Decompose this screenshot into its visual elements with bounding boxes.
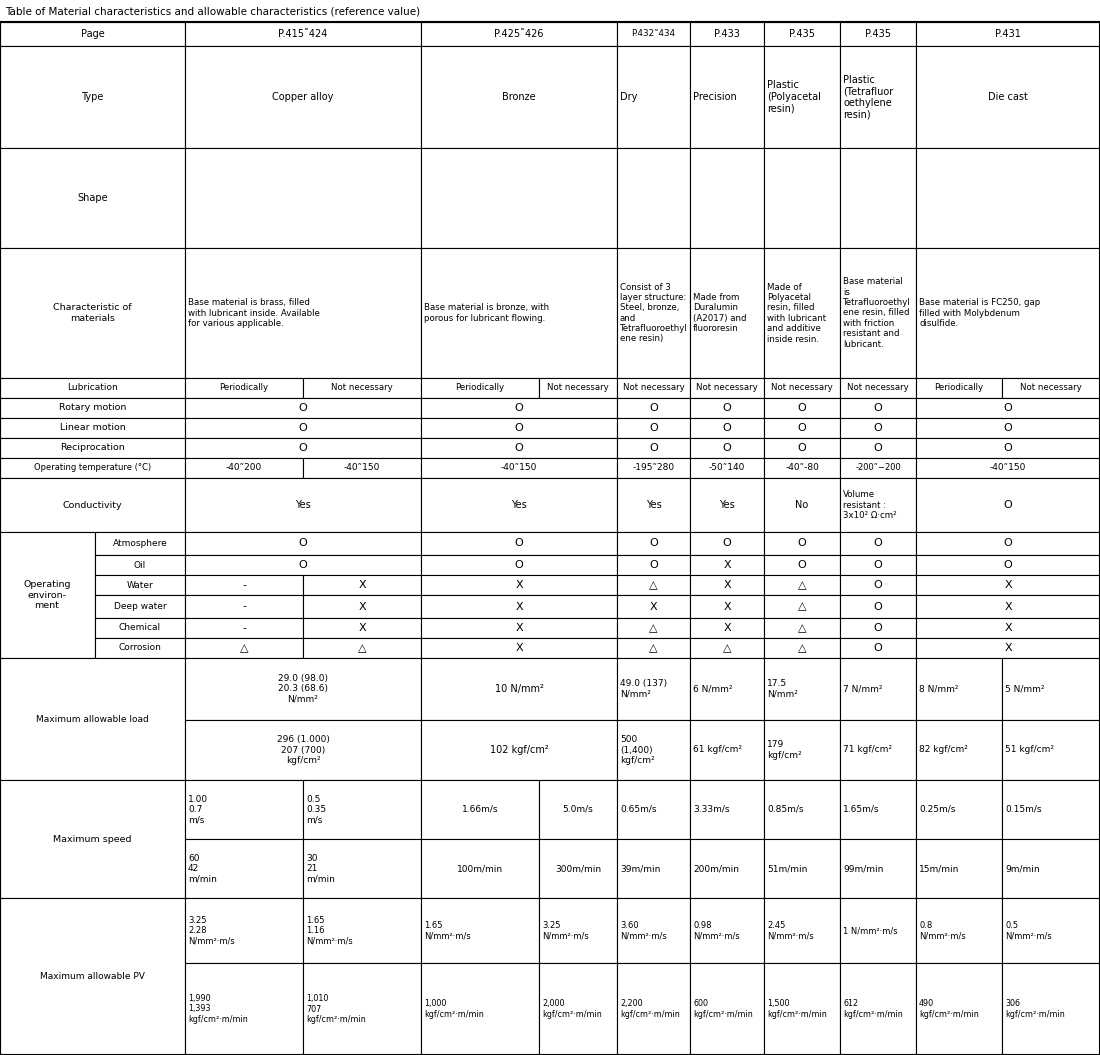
Bar	[690, 418, 764, 438]
Text: O: O	[873, 443, 882, 453]
Text: X: X	[650, 601, 658, 612]
Bar	[764, 532, 840, 555]
Text: -40˜150: -40˜150	[500, 463, 537, 473]
Text: 1 N/mm²·m/s: 1 N/mm²·m/s	[843, 926, 898, 935]
Bar	[916, 595, 1100, 618]
Text: 612
kgf/cm²·m/min: 612 kgf/cm²·m/min	[843, 999, 903, 1019]
Text: Maximum allowable PV: Maximum allowable PV	[40, 972, 145, 981]
Bar	[617, 398, 690, 418]
Bar	[916, 532, 1100, 555]
Text: Dry: Dry	[620, 92, 637, 102]
Bar	[421, 458, 617, 478]
Text: 2,200
kgf/cm²·m/min: 2,200 kgf/cm²·m/min	[620, 999, 680, 1019]
Bar	[421, 618, 617, 638]
Bar	[185, 839, 302, 898]
Bar	[0, 898, 185, 1055]
Text: 1,500
kgf/cm²·m/min: 1,500 kgf/cm²·m/min	[767, 999, 827, 1019]
Bar	[840, 398, 916, 418]
Bar	[1002, 658, 1100, 720]
Bar	[0, 22, 185, 46]
Bar	[185, 963, 302, 1055]
Text: -40˜150: -40˜150	[990, 463, 1026, 473]
Text: 1.65
1.16
N/mm²·m/s: 1.65 1.16 N/mm²·m/s	[306, 916, 353, 945]
Text: O: O	[798, 403, 806, 413]
Text: O: O	[723, 538, 732, 549]
Text: P.433: P.433	[714, 28, 740, 39]
Bar	[0, 418, 185, 438]
Bar	[185, 46, 421, 148]
Bar	[185, 438, 421, 458]
Bar	[916, 963, 1002, 1055]
Text: -40˜-80: -40˜-80	[785, 463, 818, 473]
Text: 61 kgf/cm²: 61 kgf/cm²	[693, 746, 742, 754]
Text: P.431: P.431	[996, 28, 1021, 39]
Text: Base material is bronze, with
porous for lubricant flowing.: Base material is bronze, with porous for…	[424, 303, 549, 323]
Text: O: O	[298, 403, 307, 413]
Text: Maximum allowable load: Maximum allowable load	[36, 714, 148, 724]
Text: Die cast: Die cast	[988, 92, 1027, 102]
Bar	[421, 438, 617, 458]
Bar	[617, 780, 690, 839]
Text: 0.25m/s: 0.25m/s	[918, 805, 956, 814]
Bar	[421, 575, 617, 595]
Bar	[764, 148, 840, 248]
Bar	[916, 618, 1100, 638]
Bar	[690, 458, 764, 478]
Bar	[840, 46, 916, 148]
Bar	[690, 398, 764, 418]
Bar	[690, 438, 764, 458]
Text: Yes: Yes	[512, 500, 527, 510]
Text: O: O	[515, 443, 524, 453]
Text: 29.0 (98.0)
20.3 (68.6)
N/mm²: 29.0 (98.0) 20.3 (68.6) N/mm²	[278, 674, 328, 704]
Bar	[421, 720, 617, 780]
Bar	[764, 418, 840, 438]
Bar	[916, 898, 1002, 963]
Bar	[0, 458, 185, 478]
Text: O: O	[723, 403, 732, 413]
Text: Operating temperature (°C): Operating temperature (°C)	[34, 463, 151, 473]
Bar	[916, 148, 1100, 248]
Bar	[690, 555, 764, 575]
Bar	[617, 638, 690, 658]
Text: O: O	[873, 423, 882, 433]
Bar	[617, 595, 690, 618]
Text: X: X	[359, 580, 366, 590]
Text: Made of
Polyacetal
resin, filled
with lubricant
and additive
inside resin.: Made of Polyacetal resin, filled with lu…	[767, 283, 826, 344]
Text: Page: Page	[80, 28, 104, 39]
Text: -: -	[242, 580, 246, 590]
Text: Not necessary: Not necessary	[547, 384, 609, 392]
Text: O: O	[1003, 403, 1012, 413]
Bar	[764, 638, 840, 658]
Bar	[95, 638, 185, 658]
Bar	[764, 438, 840, 458]
Bar	[302, 458, 421, 478]
Bar	[185, 398, 421, 418]
Bar	[185, 532, 421, 555]
Text: △: △	[798, 642, 806, 653]
Text: P.435: P.435	[789, 28, 815, 39]
Bar	[840, 618, 916, 638]
Text: 51 kgf/cm²: 51 kgf/cm²	[1005, 746, 1054, 754]
Bar	[840, 839, 916, 898]
Text: 0.98
N/mm²·m/s: 0.98 N/mm²·m/s	[693, 921, 739, 940]
Text: O: O	[649, 560, 658, 570]
Text: O: O	[649, 403, 658, 413]
Text: Periodically: Periodically	[934, 384, 983, 392]
Text: O: O	[798, 443, 806, 453]
Bar	[690, 478, 764, 532]
Bar	[690, 839, 764, 898]
Text: 5 N/mm²: 5 N/mm²	[1005, 685, 1045, 693]
Bar	[690, 963, 764, 1055]
Bar	[95, 618, 185, 638]
Bar	[916, 575, 1100, 595]
Text: O: O	[649, 538, 658, 549]
Text: 7 N/mm²: 7 N/mm²	[843, 685, 882, 693]
Text: 71 kgf/cm²: 71 kgf/cm²	[843, 746, 892, 754]
Text: 200m/min: 200m/min	[693, 864, 739, 872]
Bar	[1002, 720, 1100, 780]
Bar	[840, 555, 916, 575]
Text: 10 N/mm²: 10 N/mm²	[495, 684, 543, 694]
Text: Yes: Yes	[646, 500, 661, 510]
Text: O: O	[298, 538, 307, 549]
Bar	[916, 720, 1002, 780]
